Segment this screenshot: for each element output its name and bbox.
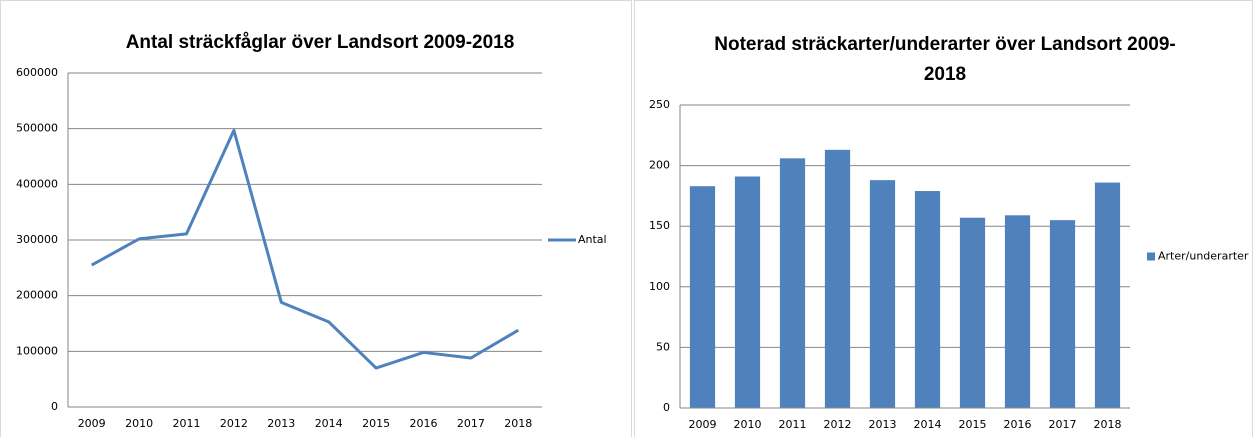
y-tick-label: 400000 xyxy=(16,177,58,190)
x-tick-label: 2014 xyxy=(315,417,343,430)
y-tick-label: 0 xyxy=(663,401,670,414)
y-tick-label: 200 xyxy=(649,159,670,172)
bar xyxy=(779,158,806,408)
legend-label: Antal xyxy=(578,233,607,246)
y-tick-label: 150 xyxy=(649,219,670,232)
y-tick-label: 200000 xyxy=(16,289,58,302)
x-tick-label: 2011 xyxy=(779,418,807,431)
x-tick-label: 2014 xyxy=(914,418,942,431)
y-tick-label: 300000 xyxy=(16,233,58,246)
line xyxy=(90,128,520,370)
x-tick-label: 2017 xyxy=(457,417,485,430)
bar xyxy=(914,191,941,408)
x-tick-label: 2010 xyxy=(125,417,153,430)
y-tick-label: 100000 xyxy=(16,344,58,357)
x-tick-label: 2009 xyxy=(78,417,106,430)
x-tick-label: 2015 xyxy=(362,417,390,430)
chart-title: Noterad sträckarter/underarter över Land… xyxy=(714,34,1176,85)
bar xyxy=(824,149,851,408)
x-tick-label: 2017 xyxy=(1049,418,1077,431)
y-tick-label: 50 xyxy=(656,340,670,353)
chart-title: Antal sträckfåglar över Landsort 2009-20… xyxy=(125,32,515,53)
x-tick-label: 2016 xyxy=(1004,418,1032,431)
x-tick-label: 2010 xyxy=(734,418,762,431)
bar xyxy=(734,176,761,408)
bar xyxy=(1004,215,1031,408)
y-tick-label: 250 xyxy=(649,98,670,111)
y-tick-label: 100 xyxy=(649,280,670,293)
bar xyxy=(689,186,716,408)
bar xyxy=(1094,182,1121,408)
x-tick-label: 2016 xyxy=(410,417,438,430)
bar xyxy=(869,180,896,408)
x-tick-label: 2012 xyxy=(220,417,248,430)
x-tick-label: 2012 xyxy=(824,418,852,431)
x-tick-label: 2013 xyxy=(267,417,295,430)
bar xyxy=(959,217,986,408)
y-tick-label: 600000 xyxy=(16,66,58,79)
x-tick-label: 2018 xyxy=(1094,418,1122,431)
x-tick-label: 2009 xyxy=(689,418,717,431)
x-tick-label: 2013 xyxy=(869,418,897,431)
x-tick-label: 2011 xyxy=(173,417,201,430)
legend-label: Arter/underarter xyxy=(1158,250,1249,263)
panel-border xyxy=(0,0,632,437)
x-tick-label: 2015 xyxy=(959,418,987,431)
legend-swatch xyxy=(1147,252,1155,261)
x-tick-label: 2018 xyxy=(504,417,532,430)
bar xyxy=(1049,220,1076,408)
y-tick-label: 500000 xyxy=(16,122,58,135)
y-tick-label: 0 xyxy=(51,400,58,413)
